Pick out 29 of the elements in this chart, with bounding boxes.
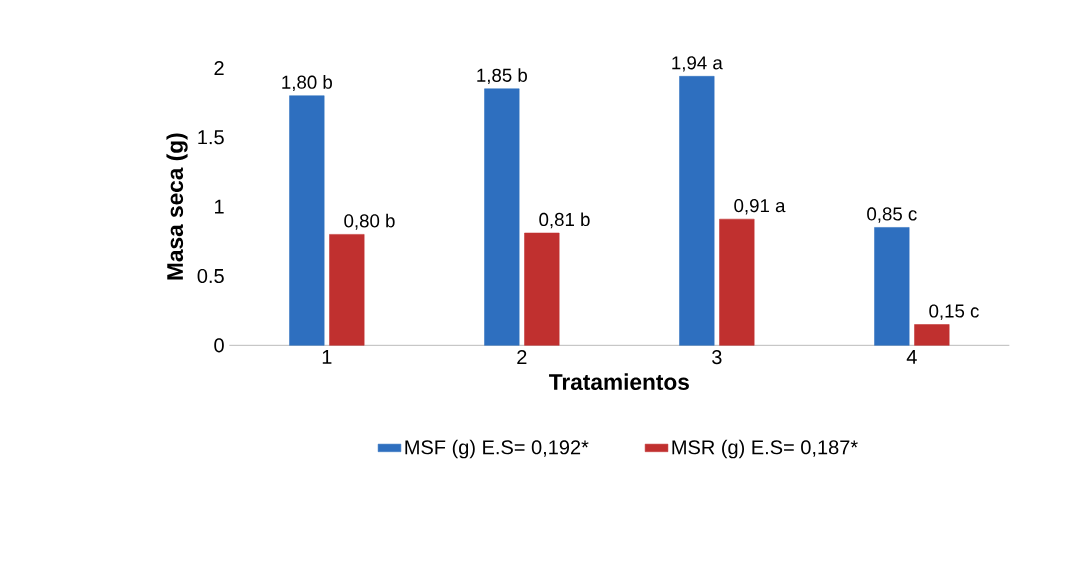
y-tick-label: 1.5	[198, 130, 224, 145]
bar	[484, 88, 520, 346]
x-tick-label: 1	[322, 350, 332, 364]
bar	[719, 218, 755, 346]
data-label: 1,85 b	[477, 68, 527, 85]
y-tick-label: 0	[214, 338, 224, 353]
bar	[329, 234, 365, 346]
y-tick-label: 2	[214, 61, 224, 75]
data-label: 1,94 a	[672, 56, 723, 72]
data-label: 0,80 b	[344, 213, 395, 230]
bar	[289, 95, 325, 346]
bar	[524, 232, 560, 346]
x-tick-label: 3	[712, 350, 722, 365]
data-label: 0,15 c	[929, 304, 979, 320]
bar	[874, 227, 910, 346]
bar	[679, 76, 715, 346]
legend-label: MSR (g) E.S= 0,187*	[672, 439, 858, 459]
x-axis-title: Tratamientos	[549, 373, 689, 391]
y-axis-title: Masa seca (g)	[166, 133, 188, 280]
data-label: 0,91 a	[734, 199, 786, 215]
y-tick-label: 0.5	[197, 268, 224, 284]
data-label: 0,85 c	[867, 207, 917, 223]
data-label: 0,81 b	[539, 212, 590, 229]
y-tick-label: 1	[215, 199, 224, 214]
legend-label: MSF (g) E.S= 0,192*	[405, 439, 589, 459]
x-tick-label: 2	[517, 350, 527, 365]
data-label: 1,80 b	[282, 75, 332, 92]
x-tick-label: 4	[906, 350, 917, 364]
bar	[914, 324, 950, 346]
